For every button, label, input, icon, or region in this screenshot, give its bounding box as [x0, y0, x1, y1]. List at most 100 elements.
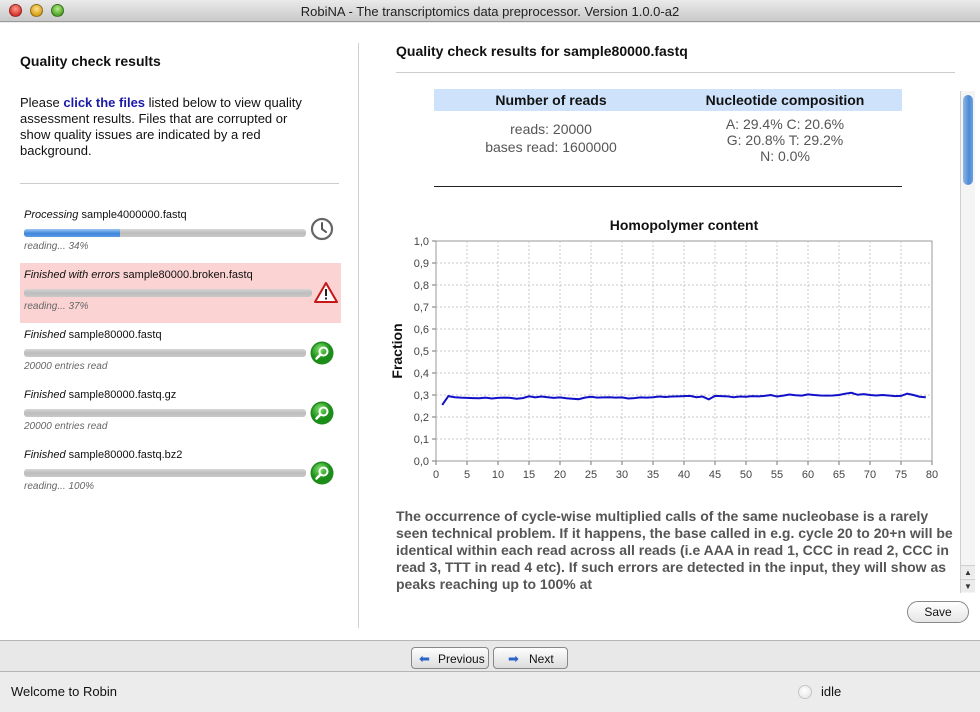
x-tick-label: 45	[709, 469, 721, 479]
status-indicator-icon	[798, 685, 812, 699]
nucleotide-header: Nucleotide composition	[705, 92, 865, 108]
chart-title: Homopolymer content	[610, 217, 759, 233]
x-tick-label: 5	[464, 469, 470, 479]
bases-line: bases read: 1600000	[485, 139, 617, 155]
file-row[interactable]: Finished sample80000.fastq.gz 20000 entr…	[20, 383, 341, 443]
save-button[interactable]: Save	[907, 601, 969, 623]
scroll-up-arrow[interactable]: ▲	[961, 565, 975, 578]
x-tick-label: 25	[585, 469, 597, 479]
arrow-left-icon: ⬅	[419, 651, 430, 666]
y-axis-label: Fraction	[389, 323, 405, 378]
file-name: sample80000.fastq.bz2	[68, 449, 183, 461]
magnifier-icon[interactable]	[310, 461, 334, 485]
left-heading: Quality check results	[20, 53, 161, 69]
magnifier-icon[interactable]	[310, 341, 334, 365]
file-row[interactable]: Processing sample4000000.fastq reading..…	[20, 203, 341, 263]
progress-fill	[24, 409, 306, 417]
next-label: Next	[529, 652, 554, 666]
progress-bar	[24, 409, 306, 417]
composition-line: A: 29.4% C: 20.6%	[725, 116, 845, 132]
status-state: idle	[821, 684, 842, 699]
previous-button[interactable]: ⬅ Previous	[411, 647, 489, 669]
column-divider	[358, 43, 359, 628]
file-row[interactable]: Finished sample80000.fastq.bz2 reading..…	[20, 443, 341, 503]
main-panel: Quality check results Please click the f…	[0, 23, 980, 640]
x-tick-label: 70	[864, 469, 876, 479]
status-bar: Welcome to Robin idle	[0, 673, 980, 712]
file-status-line: Finished sample80000.fastq.gz	[24, 389, 176, 401]
x-tick-label: 35	[647, 469, 659, 479]
composition-cell: A: 29.4% C: 20.6% G: 20.8% T: 29.2% N: 0…	[668, 116, 902, 164]
y-tick-label: 0,1	[414, 434, 429, 446]
file-state: Finished	[24, 449, 66, 461]
window-title: RobiNA - The transcriptomics data prepro…	[300, 4, 680, 19]
y-tick-label: 0,6	[414, 324, 429, 336]
y-tick-label: 0,2	[414, 412, 429, 424]
vertical-scrollbar[interactable]: ▲ ▼	[960, 91, 975, 593]
composition-line: N: 0.0%	[760, 148, 810, 164]
y-tick-label: 0,5	[414, 346, 429, 358]
file-status-line: Finished with errors sample80000.broken.…	[24, 269, 253, 281]
x-tick-label: 75	[895, 469, 907, 479]
x-tick-label: 60	[802, 469, 814, 479]
status-message: Welcome to Robin	[11, 684, 117, 699]
file-state: Finished	[24, 329, 66, 341]
x-tick-label: 20	[554, 469, 566, 479]
file-state: Finished	[24, 389, 66, 401]
x-tick-label: 30	[616, 469, 628, 479]
file-note: 20000 entries read	[24, 421, 108, 432]
previous-label: Previous	[438, 652, 485, 666]
file-status-line: Finished sample80000.fastq.bz2	[24, 449, 182, 461]
file-name: sample80000.fastq	[68, 329, 162, 341]
file-status-line: Processing sample4000000.fastq	[24, 209, 187, 221]
homopolymer-chart: Homopolymer content 0 5 10 15 20 25 30 35 40 45 50 5…	[389, 217, 938, 479]
progress-bar	[24, 469, 306, 477]
file-name: sample80000.broken.fastq	[123, 269, 253, 281]
file-note: reading... 37%	[24, 301, 89, 312]
close-window-button[interactable]	[9, 4, 22, 17]
x-tick-label: 55	[771, 469, 783, 479]
arrow-right-icon: ➡	[508, 651, 519, 666]
right-heading: Quality check results for sample80000.fa…	[396, 43, 688, 59]
file-row[interactable]: Finished sample80000.fastq 20000 entries…	[20, 323, 341, 383]
file-row-error[interactable]: Finished with errors sample80000.broken.…	[20, 263, 341, 323]
intro-suffix: listed below to view quality assessment …	[20, 95, 302, 158]
reads-line: reads: 20000	[510, 121, 592, 137]
scroll-down-arrow[interactable]: ▼	[961, 579, 975, 592]
x-tick-label: 0	[433, 469, 439, 479]
next-button[interactable]: ➡ Next	[493, 647, 568, 669]
minimize-window-button[interactable]	[30, 4, 43, 17]
scroll-thumb[interactable]	[963, 95, 973, 185]
y-tick-label: 0,0	[414, 456, 429, 468]
progress-bar	[24, 229, 306, 237]
y-tick-label: 0,3	[414, 390, 429, 402]
progress-bar	[24, 349, 306, 357]
click-files-link[interactable]: click the files	[63, 95, 146, 110]
file-state: Finished with errors	[24, 269, 120, 281]
progress-fill	[24, 349, 306, 357]
y-tick-label: 0,9	[414, 258, 429, 270]
x-tick-label: 40	[678, 469, 690, 479]
progress-bar	[24, 289, 312, 297]
clock-icon	[310, 217, 334, 241]
chart-top-rule	[434, 186, 902, 187]
y-tick-label: 0,7	[414, 302, 429, 314]
x-tick-label: 15	[523, 469, 535, 479]
intro-text: Please click the files listed below to v…	[20, 95, 320, 159]
title-bar: RobiNA - The transcriptomics data prepro…	[0, 0, 980, 22]
file-name: sample4000000.fastq	[81, 209, 187, 221]
x-tick-label: 10	[492, 469, 504, 479]
zoom-window-button[interactable]	[51, 4, 64, 17]
reads-header: Number of reads	[495, 92, 607, 108]
file-state: Processing	[24, 209, 79, 221]
summary-body: reads: 20000 bases read: 1600000 A: 29.4…	[434, 111, 902, 164]
x-tick-label: 80	[926, 469, 938, 479]
magnifier-icon[interactable]	[310, 401, 334, 425]
file-note: reading... 100%	[24, 481, 95, 492]
y-tick-label: 0,8	[414, 280, 429, 292]
summary-header: Number of reads Nucleotide composition	[434, 89, 902, 111]
progress-fill	[24, 229, 120, 237]
file-note: 20000 entries read	[24, 361, 108, 372]
progress-fill	[24, 469, 306, 477]
